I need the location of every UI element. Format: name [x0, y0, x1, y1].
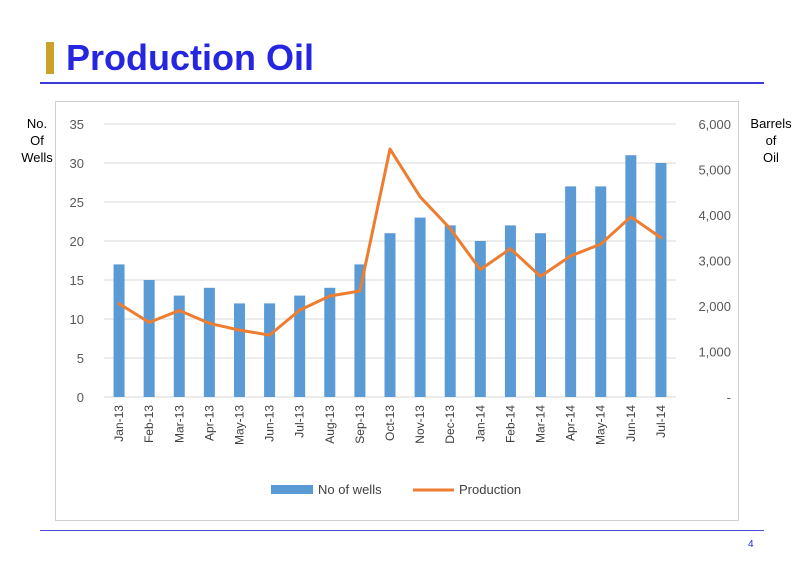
x-tick-label: Jul-13 [293, 405, 307, 438]
x-tick-label: Aug-13 [323, 405, 337, 444]
left-tick-label: 10 [70, 312, 84, 327]
left-tick-label: 30 [70, 156, 84, 171]
x-tick-label: Apr-14 [564, 405, 578, 441]
title-accent-bar [46, 42, 54, 74]
x-tick-label: Jul-14 [654, 405, 668, 438]
bar [113, 264, 125, 397]
left-axis-label-line-1: No. [26, 116, 48, 131]
legend-swatch-bars [271, 485, 313, 494]
x-axis-ticks: Jan-13 Feb-13 Mar-13 Apr-13 May-13 Jun-13 Jul-… [112, 405, 668, 445]
bar [565, 186, 577, 397]
x-tick-label: Oct-13 [383, 405, 397, 441]
bar [264, 303, 276, 397]
left-tick-label: 0 [77, 390, 84, 405]
bar [143, 280, 155, 397]
bar [535, 233, 547, 397]
right-tick-label: 6,000 [698, 117, 731, 132]
page-title: Production Oil [66, 37, 314, 78]
x-tick-label: Dec-13 [443, 405, 457, 444]
production-line [117, 147, 663, 337]
bar-series [113, 155, 667, 397]
right-tick-label: 4,000 [698, 208, 731, 223]
left-axis-label: No. Of Wells [14, 115, 60, 166]
bar [655, 163, 667, 397]
x-tick-label: Feb-14 [503, 405, 517, 443]
left-tick-label: 35 [70, 117, 84, 132]
right-axis-ticks: - 1,000 2,000 3,000 4,000 5,000 6,000 [698, 117, 731, 405]
left-axis-ticks: 0 5 10 15 20 25 30 35 [70, 117, 84, 405]
left-tick-label: 25 [70, 195, 84, 210]
bar [625, 155, 637, 397]
x-tick-label: Jun-13 [263, 405, 277, 442]
right-axis-label-line-2: of [765, 133, 777, 148]
right-tick-label: 5,000 [698, 163, 731, 178]
left-axis-label-line-3: Wells [21, 150, 53, 165]
legend-label-bars: No of wells [318, 482, 382, 497]
bar [354, 264, 366, 397]
left-tick-label: 15 [70, 273, 84, 288]
bar [173, 295, 185, 397]
left-tick-label: 20 [70, 234, 84, 249]
x-tick-label: May-14 [594, 405, 608, 445]
footer-divider [40, 530, 764, 531]
right-tick-label: 2,000 [698, 299, 731, 314]
x-tick-label: Mar-13 [172, 405, 186, 443]
x-tick-label: Apr-13 [202, 405, 216, 441]
legend: No of wells Production [271, 482, 521, 497]
x-tick-label: Mar-14 [534, 405, 548, 443]
bar [414, 217, 426, 397]
x-tick-label: Feb-13 [142, 405, 156, 443]
bar [504, 225, 516, 397]
left-axis-label-line-2: Of [30, 133, 44, 148]
right-axis-label: Barrels of Oil [742, 115, 800, 166]
right-tick-label: 1,000 [698, 345, 731, 360]
bar [203, 287, 215, 397]
bar [294, 295, 306, 397]
right-tick-label: 3,000 [698, 254, 731, 269]
left-tick-label: 5 [77, 351, 84, 366]
title-divider [40, 82, 764, 84]
x-tick-label: Nov-13 [413, 405, 427, 444]
page-number: 4 [748, 539, 754, 550]
bar [324, 287, 336, 397]
bar [233, 303, 245, 397]
x-tick-label: Jan-14 [473, 405, 487, 442]
right-axis-label-line-1: Barrels [750, 116, 792, 131]
x-tick-label: Sep-13 [353, 405, 367, 444]
legend-label-line: Production [459, 482, 521, 497]
chart-frame: 0 5 10 15 20 25 30 35 - 1,000 2,000 3,000 4,000 5,00… [55, 101, 739, 521]
x-tick-label: May-13 [232, 405, 246, 445]
right-axis-label-line-3: Oil [763, 150, 779, 165]
line-series [117, 147, 663, 337]
bar [595, 186, 607, 397]
bar [444, 225, 456, 397]
x-tick-label: Jun-14 [624, 405, 638, 442]
right-tick-label: - [727, 390, 731, 405]
bar [474, 241, 486, 397]
bar [384, 233, 396, 397]
combo-chart: 0 5 10 15 20 25 30 35 - 1,000 2,000 3,000 4,000 5,00… [70, 117, 731, 497]
x-tick-label: Jan-13 [112, 405, 126, 442]
